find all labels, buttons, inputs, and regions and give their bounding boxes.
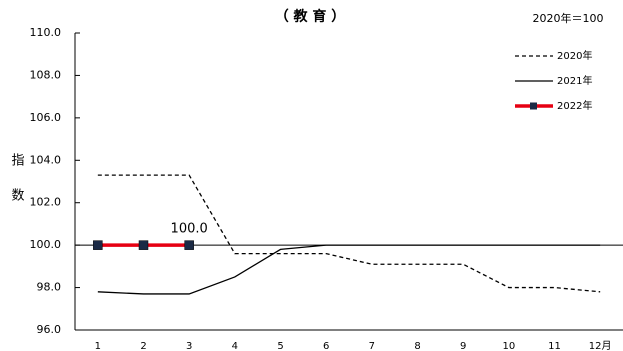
x-tick-label: 3 — [186, 341, 192, 351]
x-tick-label: 5 — [277, 341, 283, 351]
legend-label: 2020年 — [557, 49, 592, 62]
marker — [138, 240, 149, 250]
y-tick-label: 110.0 — [30, 26, 62, 39]
x-tick-label: 10 — [502, 341, 515, 351]
y-axis-label: 指数 — [9, 153, 25, 223]
x-tick-label: 7 — [369, 341, 375, 351]
chart-title: （ 教 育 ） — [275, 8, 346, 25]
subtitle: 2020年＝100 — [533, 11, 604, 25]
y-tick-label: 108.0 — [30, 68, 62, 81]
y-tick-label: 104.0 — [30, 153, 62, 166]
series-line — [97, 244, 601, 295]
marker — [93, 240, 103, 250]
x-tick-label: 9 — [460, 341, 466, 351]
x-tick-label: 11 — [548, 341, 561, 351]
y-tick-label: 102.0 — [30, 196, 62, 209]
y-tick-label: 100.0 — [30, 238, 62, 251]
x-tick-label: 6 — [323, 341, 329, 351]
data-label: 100.0 — [171, 222, 208, 237]
marker — [184, 240, 194, 250]
y-tick-label: 96.0 — [37, 323, 62, 336]
y-tick-label: 106.0 — [30, 111, 62, 124]
x-tick-label: 12月 — [589, 340, 612, 351]
legend-marker — [530, 102, 537, 110]
y-tick-label: 98.0 — [37, 281, 62, 294]
x-tick-label: 8 — [414, 341, 420, 351]
x-tick-label: 4 — [232, 341, 238, 351]
series-line — [97, 174, 601, 293]
x-tick-label: 2 — [140, 341, 146, 351]
legend-label: 2021年 — [557, 74, 592, 87]
x-tick-label: 1 — [95, 341, 101, 351]
legend-label: 2022年 — [557, 99, 592, 112]
